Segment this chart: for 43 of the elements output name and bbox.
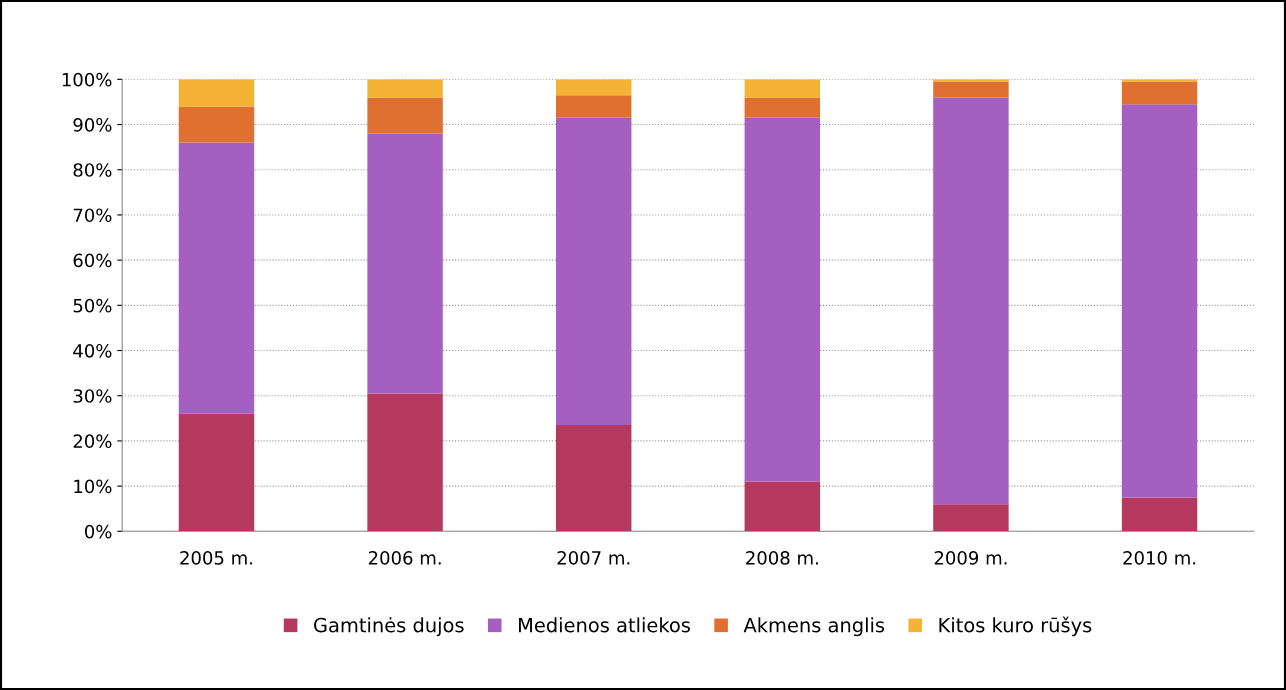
y-tick-label: 70% xyxy=(73,208,112,223)
y-tick-label: 40% xyxy=(73,343,112,358)
bar xyxy=(744,117,821,482)
y-tick-label: 50% xyxy=(73,298,112,313)
bar xyxy=(933,97,1009,505)
bar xyxy=(367,97,443,134)
y-tick-label: 20% xyxy=(73,434,112,449)
legend-label: Medienos atliekos xyxy=(518,617,690,633)
y-tick-label: 10% xyxy=(74,479,112,494)
bar xyxy=(178,142,255,414)
x-tick-label: 2005 m. xyxy=(180,551,253,565)
bar xyxy=(178,79,255,107)
x-tick-label: 2006 m. xyxy=(368,551,441,565)
y-tick-label: 0% xyxy=(84,524,112,539)
bar xyxy=(1121,81,1198,105)
bar xyxy=(744,481,821,532)
x-tick-label: 2007 m. xyxy=(557,551,630,565)
bar xyxy=(367,393,443,532)
y-tick-label: 80% xyxy=(73,163,112,177)
bar xyxy=(933,81,1009,98)
legend-label: Akmens anglis xyxy=(743,617,885,637)
y-tick-label: 30% xyxy=(73,389,112,403)
bar xyxy=(1121,497,1198,532)
bar xyxy=(744,97,821,118)
bar xyxy=(933,504,1009,532)
y-tick-label: 90% xyxy=(73,118,112,132)
bar xyxy=(555,117,632,426)
x-tick-label: 2009 m. xyxy=(934,551,1007,565)
x-tick-label: 2010 m. xyxy=(1123,551,1196,565)
bar xyxy=(367,79,443,98)
bar xyxy=(367,133,443,394)
bar xyxy=(555,79,632,96)
bar xyxy=(178,413,255,532)
bar xyxy=(1121,104,1198,498)
x-tick-label: 2008 m. xyxy=(746,551,818,565)
legend-label: Kitos kuro rūšys xyxy=(939,616,1092,637)
y-tick-label: 60% xyxy=(73,253,112,268)
bar xyxy=(555,425,632,532)
legend-label: Gamtinės dujos xyxy=(314,617,464,637)
bar xyxy=(744,79,821,98)
bar xyxy=(555,95,632,118)
bar xyxy=(178,106,255,143)
y-tick-label: 100% xyxy=(62,72,112,87)
